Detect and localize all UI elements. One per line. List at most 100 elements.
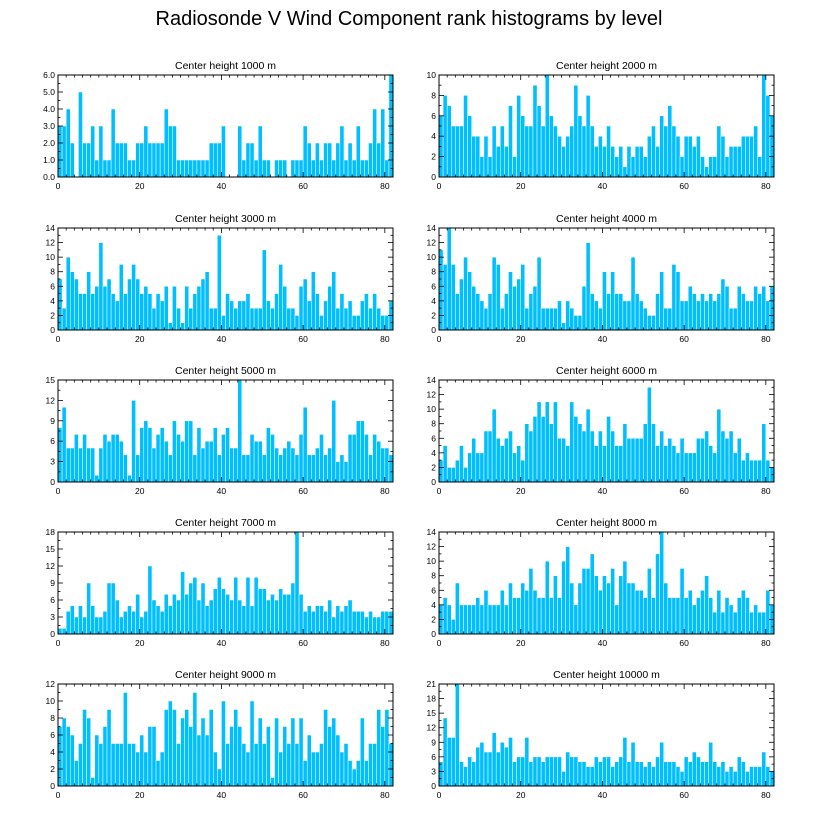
histogram-bar xyxy=(106,582,112,635)
histogram-bar xyxy=(553,307,558,331)
x-tick-label: 0 xyxy=(437,334,442,344)
histogram-bar xyxy=(282,286,288,331)
panel-title: Center height 2000 m xyxy=(556,60,657,72)
histogram-bar xyxy=(753,604,758,635)
histogram-bar xyxy=(253,440,259,483)
histogram-bar xyxy=(491,604,497,635)
histogram-bar xyxy=(532,416,538,483)
histogram-bar xyxy=(372,616,377,635)
histogram-bar xyxy=(315,605,320,635)
histogram-bar xyxy=(212,142,218,178)
y-tick-label: 0 xyxy=(50,477,55,487)
histogram-bar xyxy=(135,142,140,178)
y-tick-label: 6 xyxy=(50,730,55,740)
histogram-bar xyxy=(524,125,530,178)
y-tick-label: 6 xyxy=(50,436,55,446)
histogram-bar xyxy=(278,159,283,178)
histogram-bar xyxy=(622,300,628,331)
histogram-bar xyxy=(679,568,685,635)
histogram-bar xyxy=(446,737,452,787)
panel-title: Center height 8000 m xyxy=(556,517,657,529)
histogram-bar xyxy=(446,604,452,635)
histogram-bar xyxy=(311,159,316,178)
histogram-bar xyxy=(520,459,526,483)
histogram-panel-5: Center height 5000 m 0 20 40 60 80 0 3 6 9 12 15 xyxy=(46,365,394,496)
histogram-bar xyxy=(380,447,386,483)
histogram-bar xyxy=(500,125,505,178)
y-tick-label: 12 xyxy=(427,390,437,400)
x-tick-label: 40 xyxy=(217,486,227,496)
histogram-bar xyxy=(696,438,701,483)
histogram-bar xyxy=(176,159,181,178)
histogram-bar xyxy=(610,766,615,787)
x-tick-label: 80 xyxy=(761,181,771,191)
histogram-bar xyxy=(196,159,202,178)
histogram-bar xyxy=(184,709,189,787)
histogram-bar xyxy=(147,142,153,178)
histogram-bar xyxy=(549,115,554,178)
histogram-bar xyxy=(741,590,746,635)
histogram-bar xyxy=(736,597,742,635)
histogram-bar xyxy=(475,135,481,178)
histogram-bar xyxy=(172,594,177,635)
histogram-bar xyxy=(655,293,660,331)
histogram-bar xyxy=(196,427,202,483)
histogram-bar xyxy=(459,278,464,331)
y-tick-label: 6.0 xyxy=(43,70,55,80)
histogram-bar xyxy=(123,142,128,178)
histogram-bar xyxy=(90,125,96,178)
histogram-bar xyxy=(704,300,709,331)
histogram-bar xyxy=(262,454,267,483)
histogram-bar xyxy=(212,427,218,483)
histogram-bar xyxy=(491,732,497,787)
histogram-bar xyxy=(749,611,754,635)
histogram-bar xyxy=(463,766,468,787)
histogram-bar xyxy=(634,146,640,178)
histogram-bar xyxy=(475,746,481,787)
histogram-bar xyxy=(217,454,222,483)
histogram-bar xyxy=(302,406,308,483)
histogram-bar xyxy=(123,293,128,331)
histogram-bar xyxy=(298,594,304,635)
histogram-bar xyxy=(524,307,530,331)
histogram-bar xyxy=(172,709,177,787)
histogram-bar xyxy=(606,125,611,178)
histogram-panel-10: Center height 10000 m 0 20 40 60 80 0 3 6 9 12 15 18… xyxy=(427,669,775,800)
histogram-bar xyxy=(471,438,477,483)
histogram-bar xyxy=(114,300,120,331)
histogram-bar xyxy=(553,575,558,635)
histogram-bar xyxy=(180,571,185,635)
y-tick-label: 1.0 xyxy=(43,155,55,165)
histogram-bar xyxy=(516,278,521,331)
x-tick-label: 20 xyxy=(135,638,145,648)
histogram-bar xyxy=(655,756,660,787)
histogram-bar xyxy=(159,142,165,178)
x-tick-label: 20 xyxy=(516,334,526,344)
histogram-bar xyxy=(217,577,222,635)
histogram-bar xyxy=(479,604,485,635)
histogram-bar xyxy=(131,264,136,331)
x-tick-label: 20 xyxy=(516,486,526,496)
histogram-bar xyxy=(692,146,697,178)
y-tick-label: 10 xyxy=(46,696,56,706)
histogram-bar xyxy=(351,611,357,635)
histogram-bar xyxy=(86,142,91,178)
y-tick-label: 9 xyxy=(431,737,436,747)
histogram-bar xyxy=(704,761,709,787)
histogram-bar xyxy=(741,459,746,483)
histogram-bar xyxy=(380,726,386,787)
histogram-bar xyxy=(151,599,157,635)
histogram-bar xyxy=(455,459,460,483)
x-tick-label: 40 xyxy=(598,790,608,800)
histogram-bar xyxy=(123,692,128,787)
histogram-bar xyxy=(540,597,546,635)
histogram-bar xyxy=(643,597,648,635)
histogram-bar xyxy=(70,447,75,483)
y-tick-label: 2 xyxy=(431,614,436,624)
histogram-bar xyxy=(675,135,681,178)
histogram-bar xyxy=(253,159,259,178)
histogram-bar xyxy=(618,445,624,483)
histogram-bar xyxy=(647,135,652,178)
histogram-bar xyxy=(581,125,587,178)
histogram-bar xyxy=(139,142,145,178)
